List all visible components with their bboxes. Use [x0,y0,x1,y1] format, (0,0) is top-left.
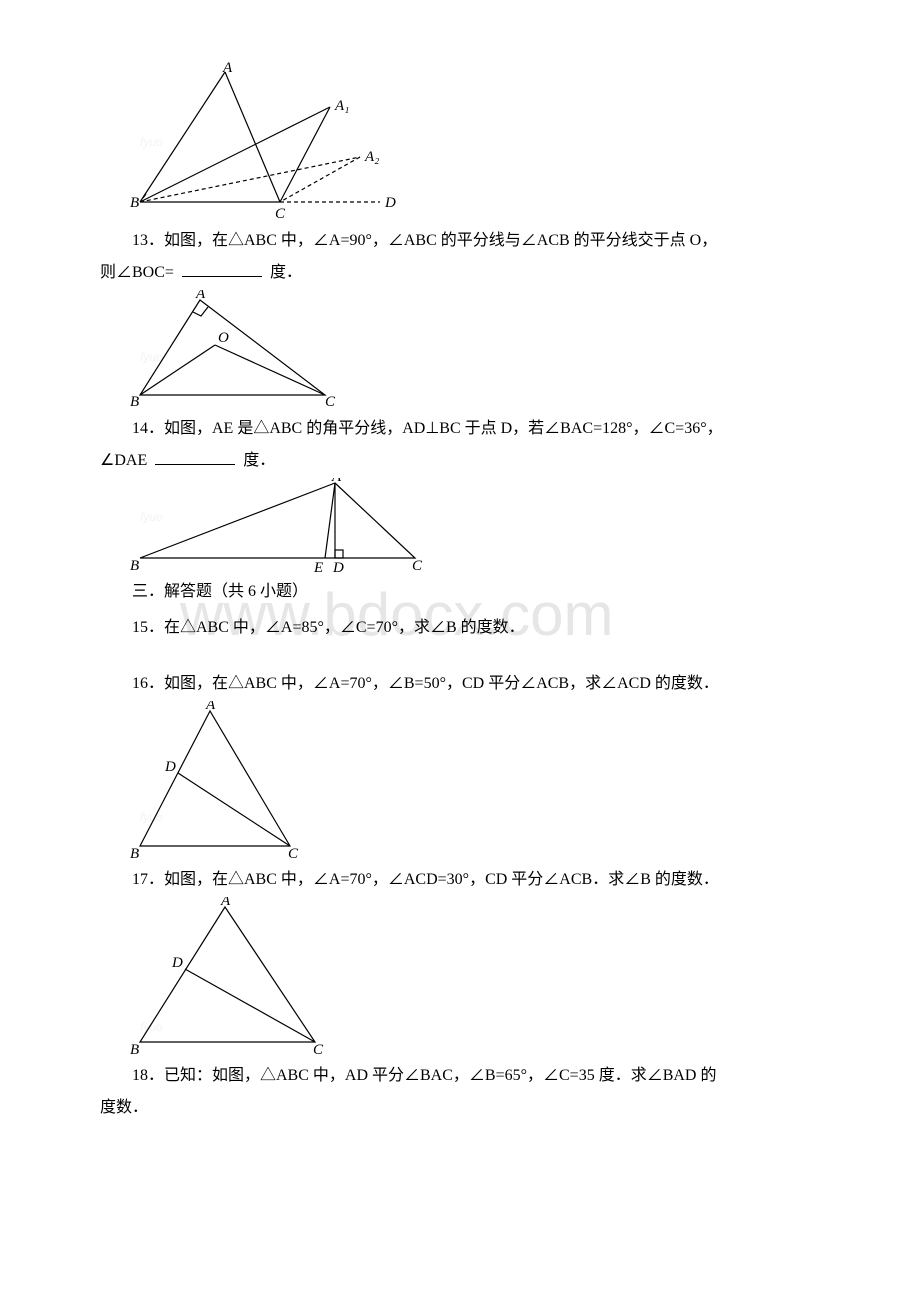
q13-blank [182,263,262,277]
label-B: B [130,558,139,573]
label-C: C [275,206,286,222]
label-A: A [205,701,216,713]
q14-line2: ∠DAE 度． [100,448,820,474]
label-E: E [313,560,323,573]
figure-q17: A D B C [130,897,820,1057]
q14-blank [155,451,235,465]
q13-suffix: 度． [270,264,302,281]
label-A: A [331,478,342,485]
q14-suffix: 度． [243,452,275,469]
svg-q16: A D B C [130,701,310,861]
svg-q13: A B C O [130,290,340,410]
label-O: O [218,330,229,346]
svg-q12: A A₁ A₂ B C D [130,62,410,222]
figure-q12: A A₁ A₂ B C D [130,62,820,222]
q14-prefix: ∠DAE [100,452,147,469]
q14-line1: 14．如图，AE 是△ABC 的角平分线，AD⊥BC 于点 D，若∠BAC=12… [100,416,820,442]
label-D: D [332,560,344,573]
q16-text: 16．如图，在△ABC 中，∠A=70°，∠B=50°，CD 平分∠ACB，求∠… [100,671,820,697]
q13-prefix: 则∠BOC= [100,264,174,281]
label-B: B [130,394,139,410]
label-D: D [384,195,396,211]
label-A: A [195,290,206,302]
q17-text: 17．如图，在△ABC 中，∠A=70°，∠ACD=30°，CD 平分∠ACB．… [100,867,820,893]
section3: 三．解答题（共 6 小题） [100,579,820,605]
label-B: B [130,1042,139,1057]
label-B: B [130,846,139,861]
q13-line1: 13．如图，在△ABC 中，∠A=90°，∠ABC 的平分线与∠ACB 的平分线… [100,228,820,254]
figure-q13: A B C O [130,290,820,410]
label-A: A [222,62,233,76]
figure-q16: A D B C [130,701,820,861]
figure-q14: A B E D C [130,478,820,573]
label-A2: A₂ [364,149,379,165]
label-C: C [313,1042,324,1057]
label-B: B [130,195,139,211]
label-D: D [164,759,176,775]
label-D: D [171,955,183,971]
label-C: C [325,394,336,410]
q18-line2: 度数． [100,1095,820,1121]
svg-q17: A D B C [130,897,330,1057]
label-A: A [220,897,231,909]
q15: 15．在△ABC 中，∠A=85°，∠C=70°，求∠B 的度数． [100,615,820,641]
q13-line2: 则∠BOC= 度． [100,260,820,286]
q18-line1: 18．已知：如图，△ABC 中，AD 平分∠BAC，∠B=65°，∠C=35 度… [100,1063,820,1089]
svg-q14: A B E D C [130,478,430,573]
label-A1: A₁ [334,98,349,114]
label-C: C [412,558,423,573]
label-C: C [288,846,299,861]
